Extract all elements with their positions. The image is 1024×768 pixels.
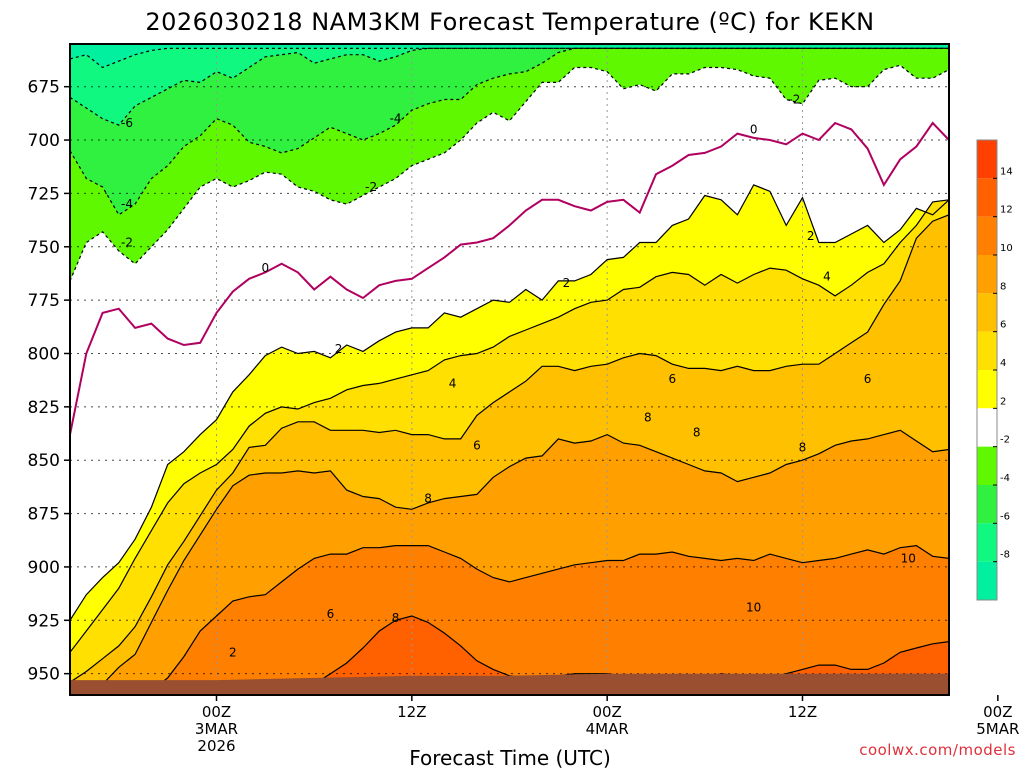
- y-tick-label: 950: [28, 665, 60, 685]
- contour-label: 6: [668, 372, 676, 386]
- colorbar-swatch: [977, 216, 997, 255]
- isotherm-8: [70, 429, 949, 692]
- contour-label: -2: [788, 92, 800, 106]
- band-minus4-minus2: [70, 48, 949, 281]
- colorbar-tick-label: 12: [1000, 205, 1013, 216]
- colorbar-swatch: [977, 293, 997, 332]
- isotherm--2: [70, 64, 949, 282]
- contour-label: 4: [823, 270, 831, 284]
- colorbar-tick-label: 6: [1000, 320, 1006, 331]
- band-10-12: [70, 545, 949, 695]
- contour-label: 6: [327, 607, 335, 621]
- x-tick-label: 5MAR: [976, 720, 1019, 738]
- contour-label: 10: [901, 551, 916, 565]
- chart-title: 2026030218 NAM3KM Forecast Temperature (…: [145, 8, 874, 36]
- colorbar-tick-label: -4: [1000, 473, 1010, 484]
- contour-label: 6: [473, 438, 481, 452]
- x-tick-label: 12Z: [788, 703, 817, 721]
- y-tick-label: 875: [28, 505, 60, 525]
- band-4-6: [70, 199, 949, 683]
- contour-label: 6: [864, 372, 872, 386]
- y-tick-label: 900: [28, 558, 60, 578]
- contour-label: 10: [746, 600, 761, 614]
- y-axis: 675 700 725 750 775 800 825 850 875 900 925 950: [28, 78, 70, 685]
- x-axis-label: Forecast Time (UTC): [409, 746, 611, 768]
- contour-label: 6: [1010, 229, 1018, 243]
- colorbar-tick-label: -8: [1000, 550, 1010, 561]
- band-8-10: [70, 430, 949, 691]
- isotherm-0: [70, 121, 949, 435]
- plot-area: -6 -4 -2 -2 -4 -2 0 0 2 2 2 4 4 6 6 6 6 8 8 8 8 8 6 8 10 10 12 2: [69, 43, 1018, 696]
- isotherm-10: [70, 544, 949, 692]
- contour-label: 2: [229, 645, 237, 659]
- contour-label: -2: [365, 180, 377, 194]
- colorbar-swatch: [977, 255, 997, 294]
- y-tick-label: 750: [28, 238, 60, 258]
- band-minus2-plus2: [70, 65, 949, 621]
- x-tick-label: 00Z: [592, 703, 621, 721]
- contour-label: 8: [424, 492, 432, 506]
- colorbar-swatch: [977, 523, 997, 562]
- x-tick-label: 3MAR: [195, 720, 238, 738]
- y-tick-label: 700: [28, 131, 60, 151]
- y-tick-label: 825: [28, 398, 60, 418]
- band-minus8-minus6: [70, 48, 949, 126]
- colorbar-swatch: [977, 178, 997, 217]
- isotherm--6: [70, 47, 949, 126]
- band-6-8: [70, 214, 949, 691]
- contour-label: 8: [693, 425, 701, 439]
- isotherm-6: [70, 214, 949, 683]
- band-2-4: [70, 184, 949, 653]
- colorbar-swatch: [977, 561, 997, 600]
- y-tick-label: 675: [28, 78, 60, 98]
- contour-label: -4: [390, 112, 402, 126]
- y-tick-label: 725: [28, 184, 60, 204]
- colorbar-swatch: [977, 140, 997, 179]
- y-tick-label: 925: [28, 611, 60, 631]
- isotherm-4: [70, 198, 949, 653]
- y-tick-label: 775: [28, 291, 60, 311]
- contour-label: -4: [121, 197, 133, 211]
- x-tick-label: 2026: [197, 737, 235, 755]
- y-tick-label: 800: [28, 344, 60, 364]
- terrain-ground: [70, 673, 949, 695]
- contour-label: 8: [799, 440, 807, 454]
- colorbar-tick-label: -6: [1000, 511, 1010, 522]
- colorbar-tick-label: 10: [1000, 243, 1013, 254]
- contour-label: -6: [121, 116, 133, 130]
- plot-border: [69, 43, 950, 696]
- contour-label: 8: [644, 411, 652, 425]
- contour-label: -2: [121, 236, 133, 250]
- x-tick-label: 12Z: [397, 703, 426, 721]
- colorbar-swatch: [977, 485, 997, 524]
- colorbar-tick-label: 14: [1000, 166, 1013, 177]
- contour-label: 4: [449, 376, 457, 390]
- colorbar-swatch: [977, 408, 997, 447]
- contour-label: 2: [563, 276, 571, 290]
- colorbar-tick-label: 8: [1000, 281, 1006, 292]
- colorbar-swatch: [977, 446, 997, 485]
- contour-label: 2: [335, 342, 343, 356]
- colorbar-swatch: [977, 370, 997, 409]
- contour-label: 0: [262, 261, 270, 275]
- x-tick-label: 00Z: [202, 703, 231, 721]
- credit-link[interactable]: coolwx.com/models: [859, 741, 1016, 759]
- contour-label: 0: [750, 122, 758, 136]
- colorbar: 14 12 10 8 6 4 2 -2 -4 -6 -8: [976, 139, 1013, 601]
- colorbar-swatch: [977, 331, 997, 370]
- band-minus6-minus4: [70, 48, 949, 215]
- contour-label: 8: [392, 611, 400, 625]
- x-tick-label: 00Z: [983, 703, 1012, 721]
- x-tick-label: 4MAR: [586, 720, 629, 738]
- colorbar-tick-label: 2: [1000, 396, 1006, 407]
- contour-label: 2: [807, 229, 815, 243]
- colorbar-tick-label: 4: [1000, 358, 1006, 369]
- isotherm-2: [70, 184, 949, 621]
- y-tick-label: 850: [28, 451, 60, 471]
- colorbar-tick-label: -2: [1000, 435, 1010, 446]
